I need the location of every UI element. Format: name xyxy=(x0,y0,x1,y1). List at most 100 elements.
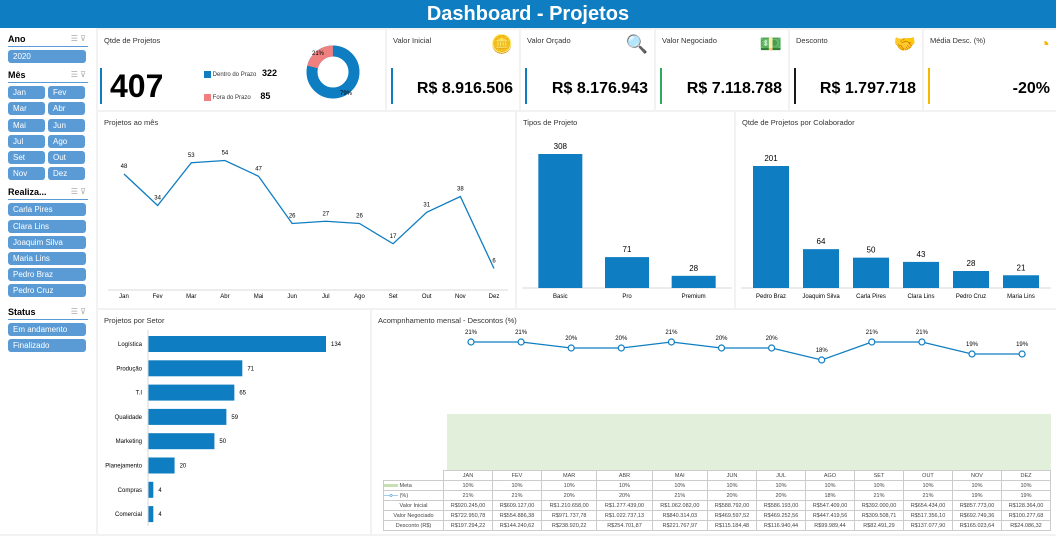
tick-label: Jan xyxy=(119,294,129,300)
slicer-item[interactable]: Finalizado xyxy=(8,338,86,352)
table-cell: R$254.701,87 xyxy=(596,520,653,531)
slicer-item[interactable]: Nov xyxy=(8,167,45,181)
slicer-header-status: Status ☰ ⊽ xyxy=(8,307,88,320)
data-label: 71 xyxy=(623,245,632,254)
data-label: 64 xyxy=(817,237,826,246)
slicer-item[interactable]: Jan xyxy=(8,86,45,100)
slicer-item[interactable]: Em andamento xyxy=(8,322,86,336)
table-cell: R$238.920,22 xyxy=(540,520,598,531)
data-point xyxy=(768,344,776,352)
data-label: 19% xyxy=(966,342,979,348)
slicer-item[interactable]: Mar xyxy=(8,102,45,116)
table-cell: R$1.210.658,00 xyxy=(540,500,598,511)
table-row: Valor Inicial R$920.245,00 R$609.127,00 R$1… xyxy=(383,500,1052,511)
data-point xyxy=(617,344,625,352)
tick-label: Pedro Braz xyxy=(756,294,786,300)
tick-label: Carla Pires xyxy=(856,294,886,300)
slicer-item[interactable]: 2020 xyxy=(8,50,86,63)
row-label: Desconto (R$) xyxy=(383,520,444,531)
table-cell: R$920.245,00 xyxy=(443,500,493,511)
slicer-item[interactable]: Ago xyxy=(48,134,85,148)
filter-clear-icon[interactable]: ☰ ⊽ xyxy=(70,34,86,43)
table-row: Valor Negociado R$722.950,78 R$554.886,38 R… xyxy=(383,510,1052,521)
slicer-item[interactable]: Clara Lins xyxy=(8,219,86,233)
chart-title: Acompnhamento mensal - Descontos (%) xyxy=(378,316,517,325)
table-cell: R$840.314,03 xyxy=(651,510,708,521)
kpi-accent xyxy=(525,68,527,104)
data-label: 20% xyxy=(766,336,779,342)
table-cell: R$137.077,90 xyxy=(902,520,953,531)
table-cell: R$1.022.737,13 xyxy=(596,510,653,521)
table-cell: R$722.950,78 xyxy=(443,510,493,521)
tick-label: Abr xyxy=(220,294,229,300)
bar xyxy=(148,336,326,352)
data-label: 201 xyxy=(764,154,778,163)
table-cell: R$692.749,36 xyxy=(951,510,1002,521)
table-cell: R$547.409,00 xyxy=(804,500,855,511)
tick-label: Qualidade xyxy=(115,415,143,421)
tick-label: Out xyxy=(422,294,432,300)
bar xyxy=(605,257,649,288)
table-cell: R$1.062.082,00 xyxy=(651,500,708,511)
slicer-item[interactable]: Fev xyxy=(48,86,85,100)
data-label: 59 xyxy=(231,415,238,421)
slicer-item[interactable]: Pedro Cruz xyxy=(8,284,86,298)
slicer-item[interactable]: Set xyxy=(8,151,45,164)
data-label: 19% xyxy=(1016,342,1029,348)
tick-label: Fev xyxy=(153,294,163,300)
data-label: 21% xyxy=(465,330,478,336)
table-cell: R$100.277,68 xyxy=(1000,510,1052,521)
slicer-item[interactable]: Pedro Braz xyxy=(8,268,86,282)
panel-colaborador: Qtde de Projetos por Colaborador 201 Pedro… xyxy=(736,112,1056,308)
kpi-value: R$ 1.797.718 xyxy=(819,80,916,97)
slicer-header-ano: Ano ☰ ⊽ xyxy=(8,34,88,47)
table-cell: 10% xyxy=(853,480,904,491)
column-header: JAN xyxy=(443,470,493,481)
slicer-item[interactable]: Mai xyxy=(8,118,45,132)
slicer-item[interactable]: Jun xyxy=(48,118,85,132)
slicer-item[interactable]: Dez xyxy=(48,167,85,181)
data-label: 20 xyxy=(180,464,187,470)
filter-clear-icon[interactable]: ☰ ⊽ xyxy=(70,187,86,197)
filter-clear-icon[interactable]: ☰ ⊽ xyxy=(70,70,86,80)
table-row: —o— (%) 21% 21% 20% 20% 21% 20% 20% 18% 21% 21% 19%… xyxy=(383,490,1052,501)
table-cell: 10% xyxy=(755,480,806,491)
data-label: 18% xyxy=(816,348,829,354)
tick-label: Jul xyxy=(322,294,330,300)
series-line xyxy=(123,159,495,269)
table-cell: 19% xyxy=(951,490,1002,501)
table-cell: 21% xyxy=(443,490,493,501)
data-label: 26 xyxy=(356,214,363,220)
kpi-card: Valor Inicial 🪙 R$ 8.916.506 xyxy=(387,30,519,110)
bar-chart: 308 Basic 71 Pro 28 Premium xyxy=(522,142,732,300)
column-header: AGO xyxy=(804,470,855,481)
kpi-card: Valor Orçado 🔍 R$ 8.176.943 xyxy=(521,30,654,110)
kpi-title: Desconto xyxy=(796,36,828,45)
data-label: 20% xyxy=(615,336,628,342)
slicer-item[interactable]: Out xyxy=(48,151,85,164)
tick-label: Dez xyxy=(489,294,500,300)
panel-setor: Projetos por Setor 134 Logística 71 Produção… xyxy=(98,310,370,534)
table-cell: 20% xyxy=(596,490,653,501)
data-label: 134 xyxy=(331,342,342,348)
table-cell: R$165.023,64 xyxy=(951,520,1002,531)
slicer-item[interactable]: Jul xyxy=(8,134,45,148)
slicer-item[interactable]: Carla Pires xyxy=(8,203,86,217)
slicer-item[interactable]: Maria Lins xyxy=(8,252,86,265)
bar xyxy=(953,271,989,288)
table-row: Meta 10% 10% 10% 10% 10% 10% 10% 10% 10% 10% 10% 10% xyxy=(383,480,1052,491)
sidebar: Ano ☰ ⊽ 2020 Mês ☰ ⊽ Jan Fev Mar Abr Mai Jun Jul Ago… xyxy=(0,28,96,534)
kpi-accent xyxy=(391,68,393,104)
slicer-item[interactable]: Joaquim Silva xyxy=(8,235,86,249)
table-cell: 10% xyxy=(1000,480,1052,491)
chart-title: Tipos de Projeto xyxy=(523,118,578,127)
line-chart: 48 Jan 34 Fev 53 Mar 54 Abr 47 Mai 26 Jun 27 Jul 26 Ago… xyxy=(108,151,508,300)
filter-clear-icon[interactable]: ☰ ⊽ xyxy=(70,306,86,316)
data-label: 20% xyxy=(565,336,578,342)
kpi-accent xyxy=(660,68,662,104)
data-point xyxy=(818,356,826,364)
data-label: 53 xyxy=(188,153,195,159)
data-point xyxy=(1018,350,1026,358)
meta-area xyxy=(447,414,1051,470)
slicer-item[interactable]: Abr xyxy=(48,102,85,116)
